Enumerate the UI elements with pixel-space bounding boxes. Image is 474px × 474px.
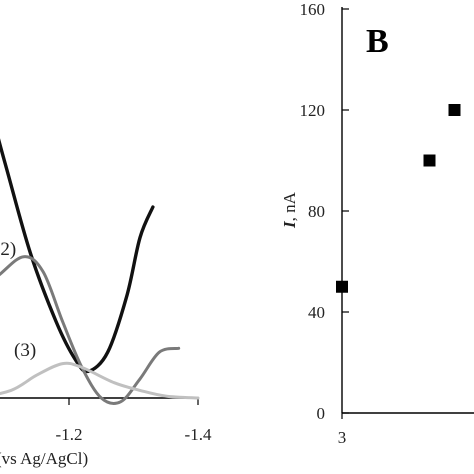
voltammogram-curve-1 <box>0 138 155 374</box>
voltammogram-curve-2 <box>0 255 181 406</box>
curve-label-2: (2) <box>0 239 16 260</box>
data-point-marker <box>336 280 348 293</box>
panel-b-y-tick-label: 80 <box>308 202 325 221</box>
panel-b-y-tick-label: 160 <box>300 0 326 19</box>
panel-b-ticks: 0 40 80 120 160 3 <box>300 0 349 447</box>
panel-a-x-axis-title-prefix: ( <box>0 449 2 468</box>
panel-b-y-tick-label: 40 <box>308 303 325 322</box>
panel-a-curves <box>0 138 200 406</box>
panel-b-y-axis-title: I, nA <box>280 191 299 229</box>
panel-label-b: B <box>366 23 389 60</box>
panel-a-x-axis-title: (vs Ag/AgCl) <box>0 449 88 468</box>
panel-b-y-axis-symbol: I <box>280 220 299 229</box>
panel-b-y-tick-label: 0 <box>317 404 326 423</box>
curve-label-3: (3) <box>14 340 36 361</box>
voltammogram-curve-3 <box>0 361 200 400</box>
panel-b-x-tick-label: 3 <box>338 428 347 447</box>
panel-b-scatter: 0 40 80 120 160 3 B I, nA <box>280 0 474 447</box>
panel-a-x-axis-title-text: vs Ag/AgCl) <box>2 449 88 468</box>
panel-b-points <box>336 104 461 293</box>
data-point-marker <box>448 104 461 116</box>
panel-b-y-tick-label: 120 <box>300 101 326 120</box>
panel-a-x-tick-label: -1.2 <box>56 425 83 444</box>
panel-a-x-ticks: -1.2 -1.4 <box>56 398 212 444</box>
panel-b-y-axis-unit: , nA <box>280 191 299 221</box>
panel-a-x-tick-label: -1.4 <box>185 425 212 444</box>
panel-a-voltammogram: -1.2 -1.4 (2) (3) (vs Ag/AgCl) <box>0 138 212 468</box>
data-point-marker <box>423 154 436 167</box>
